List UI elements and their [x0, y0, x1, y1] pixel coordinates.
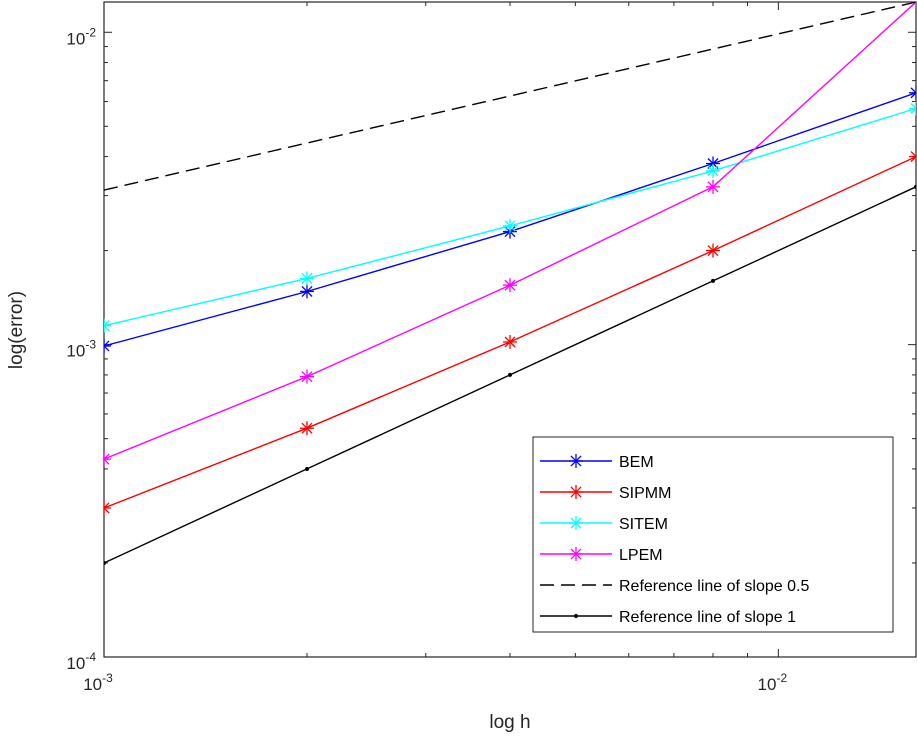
y-axis-label: log(error) [6, 291, 27, 369]
point-sitem-4 [909, 101, 916, 116]
point-sitem-2 [503, 218, 517, 233]
x-tick-label: 10-2 [758, 671, 788, 694]
legend-label-lpem: LPEM [619, 547, 663, 564]
point-lpem-3 [706, 179, 720, 194]
point-lpem-1 [300, 369, 314, 384]
y-tick-label: 10-3 [66, 338, 96, 361]
point-reference-line-of-slope-1-0 [104, 560, 106, 565]
point-bem-4 [909, 85, 916, 100]
legend-label-reference-line-of-slope-0-5: Reference line of slope 0.5 [619, 578, 809, 595]
legend-box [532, 436, 894, 633]
series-line-reference-line-of-slope-0-5 [104, 2, 916, 191]
point-lpem-0 [104, 452, 111, 467]
point-sipmm-3 [706, 243, 720, 258]
legend-label-sitem: SITEM [619, 516, 668, 533]
point-bem-1 [300, 284, 314, 299]
legend-marker-bem [569, 454, 583, 468]
point-lpem-4 [909, 2, 916, 9]
axis-ticks: 10-3 10-210-410-310-2 [66, 2, 916, 694]
point-sipmm-2 [503, 334, 517, 349]
legend-marker-sitem [569, 516, 583, 530]
y-tick-label: 10-2 [66, 25, 96, 48]
point-bem-0 [104, 338, 111, 353]
point-sipmm-1 [300, 421, 314, 436]
point-lpem-2 [503, 278, 517, 293]
point-sitem-0 [104, 318, 111, 333]
legend-marker-lpem [569, 547, 583, 561]
point-sipmm-0 [104, 500, 111, 515]
x-axis-label: log h [489, 712, 530, 733]
series-clip-group [104, 2, 916, 565]
point-reference-line-of-slope-1-1 [305, 466, 309, 471]
legend-marker-reference-line-of-slope-1 [574, 614, 578, 618]
point-reference-line-of-slope-1-4 [914, 184, 916, 189]
x-tick-label: 10-3 [83, 671, 113, 694]
legend-marker-sipmm [569, 485, 583, 499]
point-reference-line-of-slope-1-3 [711, 278, 715, 283]
point-sitem-3 [706, 163, 720, 178]
legend: BEM SIPMM SITEM LPEM Reference line of slope… [532, 436, 894, 633]
legend-label-bem: BEM [619, 454, 654, 471]
y-tick-label: 10-4 [66, 650, 96, 673]
point-sipmm-4 [909, 149, 916, 164]
point-reference-line-of-slope-1-2 [508, 372, 512, 377]
point-sitem-1 [300, 271, 314, 286]
legend-label-sipmm: SIPMM [619, 485, 671, 502]
legend-label-reference-line-of-slope-1: Reference line of slope 1 [619, 609, 796, 626]
series-layer [104, 2, 916, 565]
